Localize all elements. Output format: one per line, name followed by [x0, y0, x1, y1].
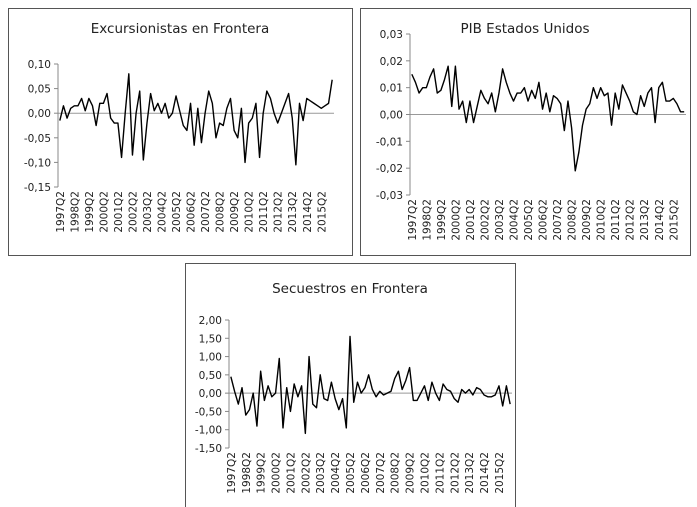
y-tick-label: 0,01	[380, 83, 403, 95]
x-tick-label: 2006Q2	[186, 191, 198, 233]
x-tick-label: 2015Q2	[494, 452, 506, 494]
y-tick-label: -0,50	[195, 406, 222, 418]
x-tick-label: 2004Q2	[157, 191, 169, 233]
y-tick-label: -1,50	[195, 443, 222, 455]
chart-frame	[8, 8, 353, 256]
x-tick-label: 2013Q2	[464, 452, 476, 494]
x-tick-label: 2006Q2	[360, 452, 372, 494]
y-tick-label: -0,05	[24, 133, 51, 145]
x-tick-label: 2009Q2	[405, 452, 417, 494]
y-tick-label: 0,00	[380, 110, 403, 122]
y-tick-label: 0,50	[199, 370, 222, 382]
y-tick-label: 2,00	[199, 315, 222, 327]
x-tick-label: 2015Q2	[668, 199, 680, 241]
y-tick-label: 0,03	[380, 29, 403, 41]
x-tick-label: 2004Q2	[330, 452, 342, 494]
chart-title: PIB Estados Unidos	[460, 21, 589, 37]
x-tick-label: 2000Q2	[98, 191, 110, 233]
chart-title: Secuestros en Frontera	[272, 281, 428, 297]
x-tick-label: 2002Q2	[127, 191, 139, 233]
x-tick-label: 2012Q2	[449, 452, 461, 494]
x-tick-label: 2010Q2	[596, 199, 608, 241]
x-tick-label: 2002Q2	[300, 452, 312, 494]
y-tick-label: 0,10	[28, 59, 51, 71]
data-line	[411, 65, 685, 172]
x-tick-label: 1999Q2	[436, 199, 448, 241]
x-tick-label: 2008Q2	[215, 191, 227, 233]
x-tick-label: 1998Q2	[69, 191, 81, 233]
y-tick-label: -0,03	[376, 190, 403, 202]
x-tick-label: 2006Q2	[538, 199, 550, 241]
x-tick-label: 1997Q2	[407, 199, 419, 241]
x-tick-label: 1999Q2	[256, 452, 268, 494]
chart-title: Excursionistas en Frontera	[91, 21, 270, 37]
x-tick-label: 2000Q2	[450, 199, 462, 241]
x-tick-label: 2013Q2	[639, 199, 651, 241]
x-tick-label: 2010Q2	[244, 191, 256, 233]
y-tick-label: 1,00	[199, 352, 222, 364]
y-tick-label: -1,00	[195, 425, 222, 437]
x-tick-label: 2005Q2	[171, 191, 183, 233]
x-tick-label: 2007Q2	[375, 452, 387, 494]
y-tick-label: 0,05	[28, 84, 51, 96]
chart-frame	[185, 263, 516, 507]
x-tick-label: 2011Q2	[258, 191, 270, 233]
y-tick-label: 0,00	[199, 388, 222, 400]
y-tick-label: -0,02	[376, 163, 403, 175]
x-tick-label: 2010Q2	[419, 452, 431, 494]
chart-frame	[360, 8, 691, 256]
x-tick-label: 2003Q2	[315, 452, 327, 494]
y-tick-label: -0,01	[376, 136, 403, 148]
x-tick-label: 2001Q2	[465, 199, 477, 241]
y-tick-label: 0,02	[380, 56, 403, 68]
x-tick-label: 2014Q2	[654, 199, 666, 241]
x-tick-label: 2003Q2	[142, 191, 154, 233]
y-tick-label: -0,15	[24, 182, 51, 194]
x-tick-label: 1998Q2	[241, 452, 253, 494]
x-tick-label: 2011Q2	[434, 452, 446, 494]
x-tick-label: 2008Q2	[390, 452, 402, 494]
y-tick-label: 0,00	[28, 108, 51, 120]
x-tick-label: 2012Q2	[625, 199, 637, 241]
data-line	[230, 335, 511, 435]
x-tick-label: 2009Q2	[229, 191, 241, 233]
x-tick-label: 2001Q2	[113, 191, 125, 233]
x-tick-label: 2011Q2	[610, 199, 622, 241]
x-tick-label: 1998Q2	[421, 199, 433, 241]
x-tick-label: 2005Q2	[523, 199, 535, 241]
x-tick-label: 2002Q2	[479, 199, 491, 241]
x-tick-label: 1997Q2	[226, 452, 238, 494]
x-tick-label: 2000Q2	[271, 452, 283, 494]
data-line	[59, 73, 333, 166]
x-tick-label: 2001Q2	[285, 452, 297, 494]
x-tick-label: 2014Q2	[302, 191, 314, 233]
x-tick-label: 2014Q2	[479, 452, 491, 494]
x-tick-label: 2013Q2	[287, 191, 299, 233]
x-tick-label: 2003Q2	[494, 199, 506, 241]
x-tick-label: 2005Q2	[345, 452, 357, 494]
x-tick-label: 2009Q2	[581, 199, 593, 241]
y-tick-label: 1,50	[199, 333, 222, 345]
x-tick-label: 2012Q2	[273, 191, 285, 233]
x-tick-label: 2007Q2	[552, 199, 564, 241]
x-tick-label: 2004Q2	[509, 199, 521, 241]
x-tick-label: 2015Q2	[316, 191, 328, 233]
x-tick-label: 2008Q2	[567, 199, 579, 241]
x-tick-label: 1999Q2	[84, 191, 96, 233]
x-tick-label: 1997Q2	[55, 191, 67, 233]
x-tick-label: 2007Q2	[200, 191, 212, 233]
y-tick-label: -0,10	[24, 157, 51, 169]
